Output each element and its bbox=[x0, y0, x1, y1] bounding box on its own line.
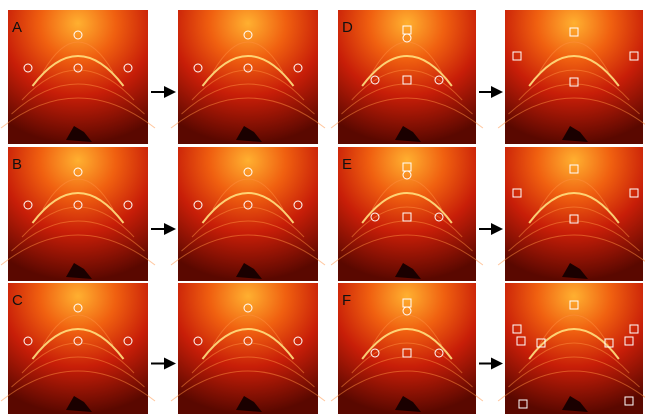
panel bbox=[498, 147, 645, 281]
panel-image bbox=[505, 147, 643, 281]
panel: D bbox=[331, 10, 501, 144]
panel bbox=[498, 283, 645, 414]
panel-label: B bbox=[12, 156, 22, 173]
panel-image bbox=[338, 147, 476, 281]
panel-image bbox=[8, 10, 148, 144]
panel: F bbox=[331, 283, 501, 414]
panel: E bbox=[331, 147, 501, 281]
panel bbox=[171, 10, 325, 144]
panel bbox=[498, 10, 645, 144]
panel-label: E bbox=[342, 156, 352, 173]
panel: A bbox=[1, 10, 174, 144]
panel-image bbox=[178, 10, 318, 144]
panel bbox=[171, 283, 325, 414]
panel-image bbox=[178, 147, 318, 281]
panel-label: C bbox=[12, 292, 23, 309]
panel: C bbox=[1, 283, 174, 414]
panel-image bbox=[505, 283, 643, 414]
panel-label: F bbox=[342, 292, 351, 309]
figure: A D B E C F bbox=[0, 0, 645, 414]
panel-label: A bbox=[12, 19, 22, 36]
panel-image bbox=[178, 283, 318, 414]
panel: B bbox=[1, 147, 174, 281]
panel-image bbox=[505, 10, 643, 144]
panel-image bbox=[8, 283, 148, 414]
panel-label: D bbox=[342, 19, 353, 36]
panel-image bbox=[8, 147, 148, 281]
panel bbox=[171, 147, 325, 281]
panel-image bbox=[338, 10, 476, 144]
